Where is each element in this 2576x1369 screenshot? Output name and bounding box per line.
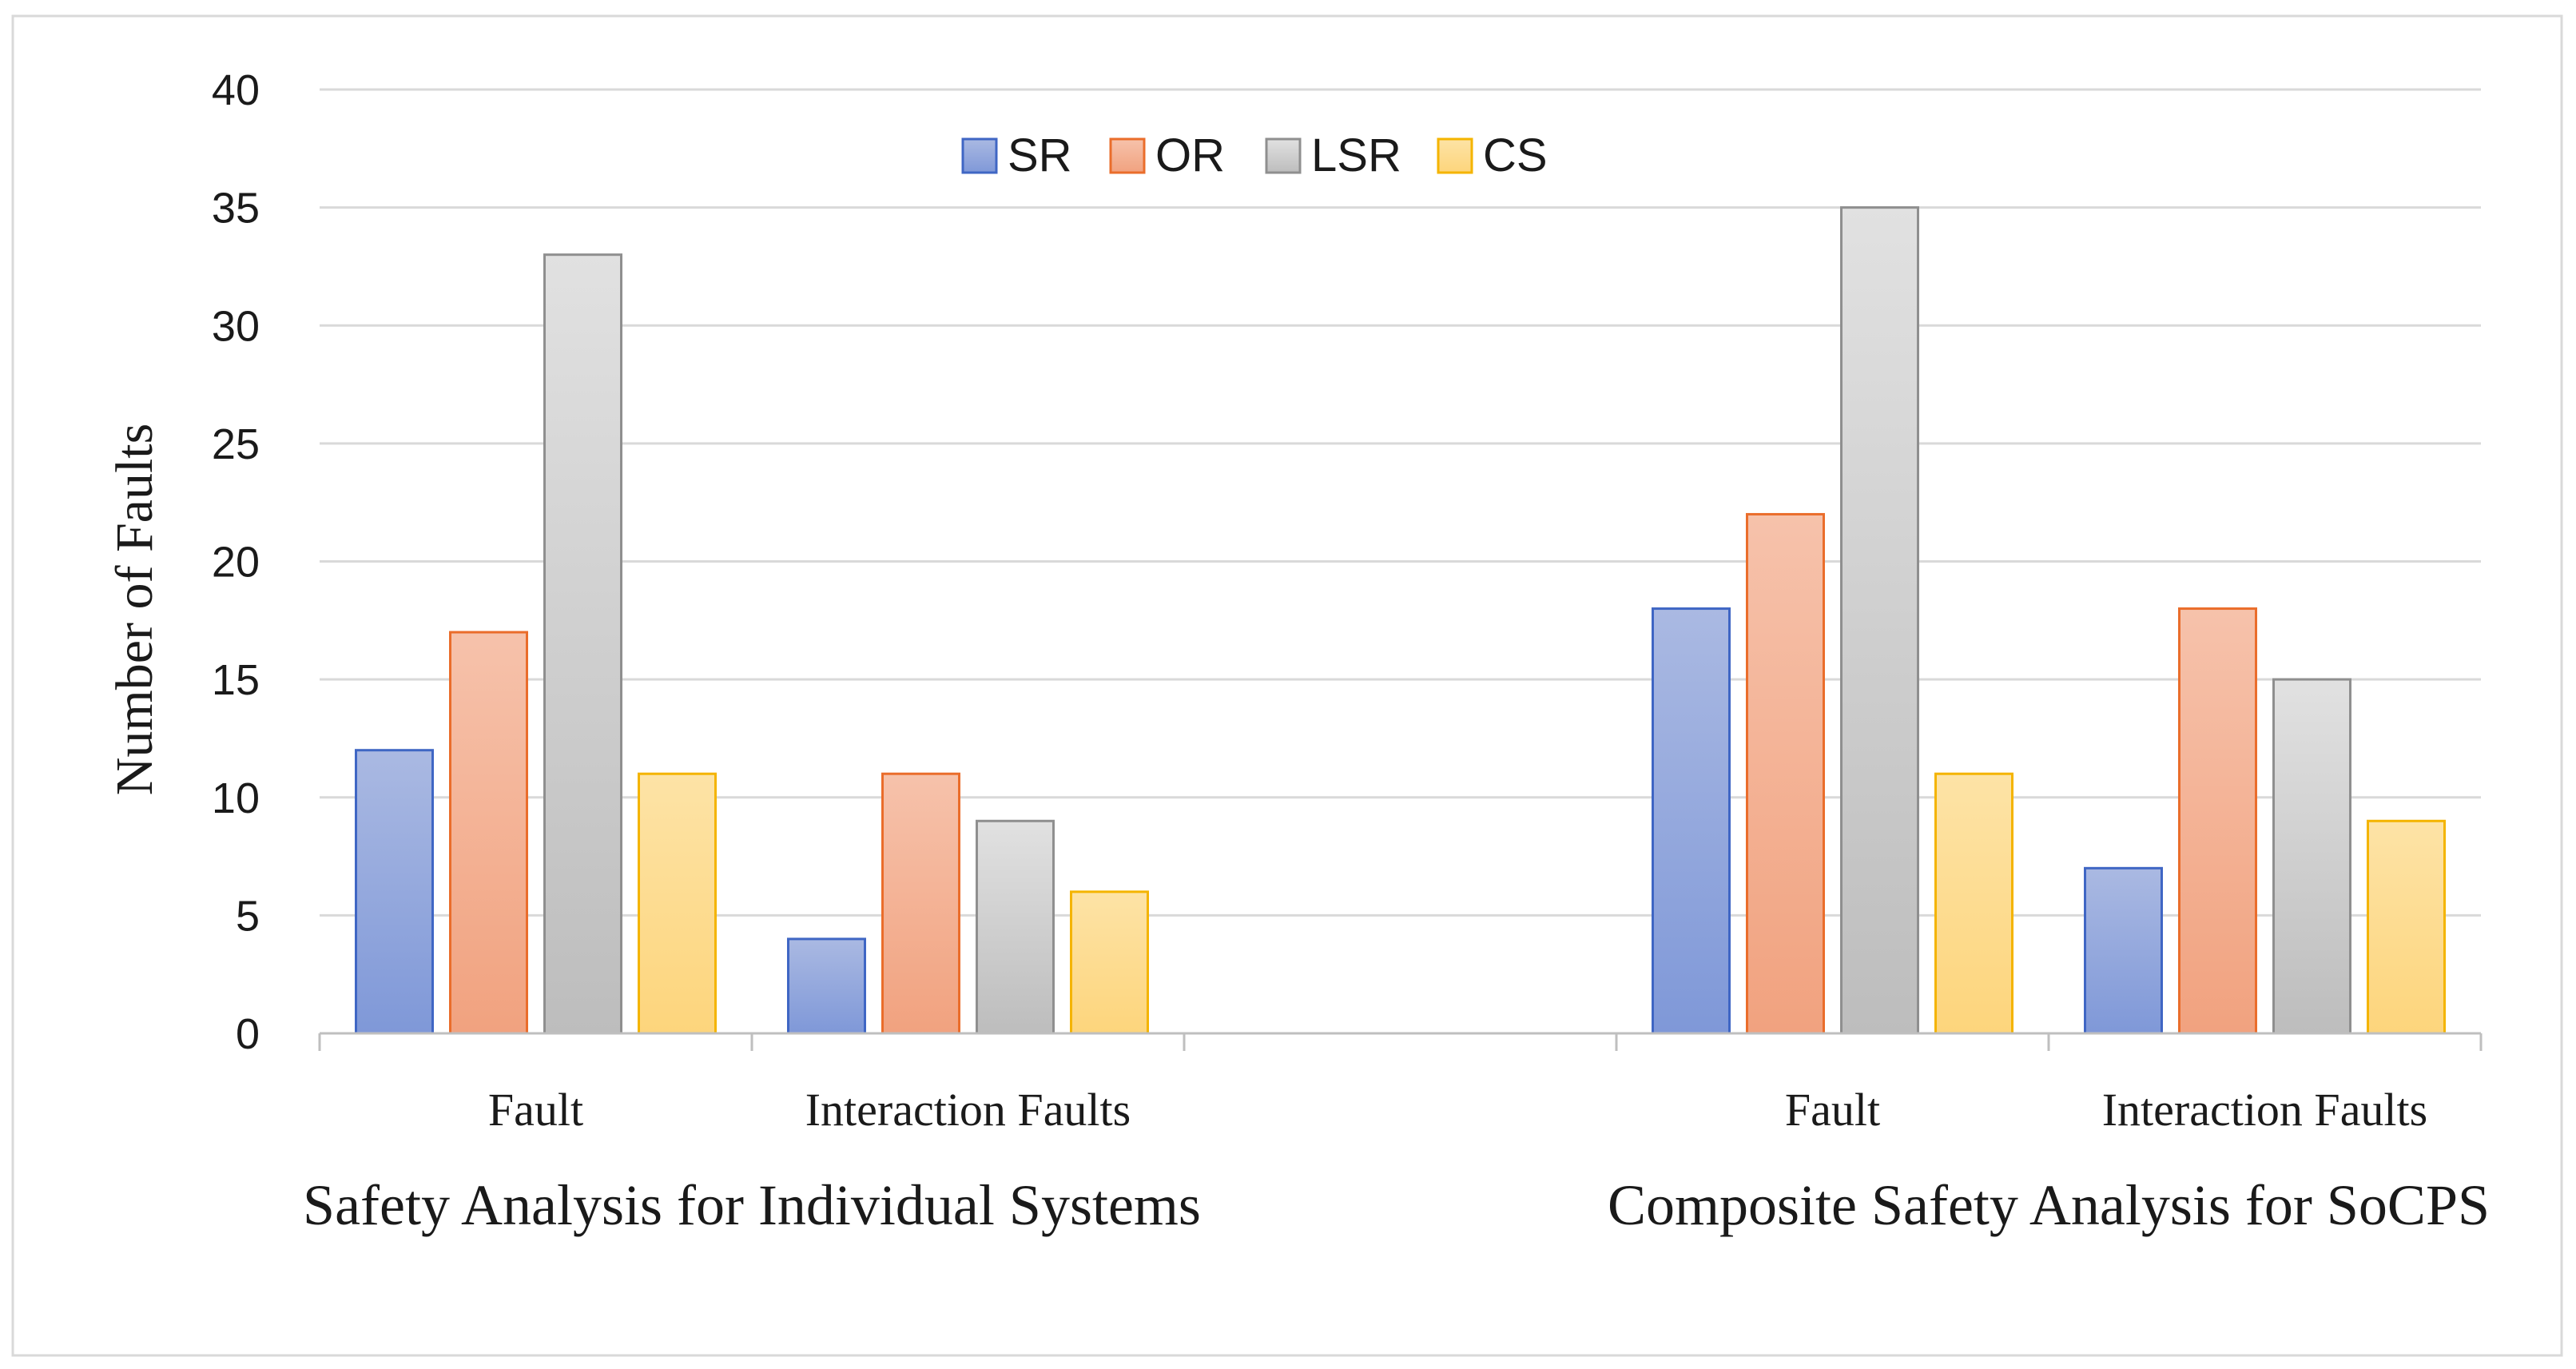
bar-or-1 [881, 772, 960, 1035]
x-category-label: Interaction Faults [2102, 1084, 2428, 1136]
bar-sr-0 [355, 749, 434, 1035]
bar-cs-4 [2367, 819, 2446, 1035]
legend-label: LSR [1311, 129, 1401, 181]
legend-swatch-or [1109, 137, 1146, 174]
y-tick-label: 30 [212, 302, 260, 350]
y-tick-label: 15 [212, 656, 260, 704]
group-label: Composite Safety Analysis for SoCPS [1608, 1173, 2490, 1237]
legend-swatch-sr [961, 137, 998, 174]
bar-or-0 [449, 631, 528, 1035]
x-category-label: Fault [1785, 1084, 1880, 1136]
x-category-label: Fault [488, 1084, 583, 1136]
bar-sr-1 [787, 937, 866, 1035]
legend-swatch-lsr [1265, 137, 1302, 174]
bars [355, 206, 2446, 1035]
y-tick-label: 35 [212, 185, 260, 233]
bar-lsr-3 [1840, 206, 1919, 1035]
bar-or-4 [2178, 607, 2257, 1035]
y-tick-label: 40 [212, 66, 260, 114]
legend-swatch-cs [1437, 137, 1473, 174]
y-tick-label: 25 [212, 420, 260, 468]
y-tick-label: 10 [212, 774, 260, 822]
bar-lsr-0 [543, 253, 622, 1035]
bar-lsr-4 [2272, 678, 2351, 1035]
bar-sr-4 [2084, 866, 2163, 1035]
y-tick-label: 5 [236, 892, 260, 940]
bar-cs-1 [1070, 890, 1149, 1035]
y-tick-label: 0 [236, 1010, 260, 1058]
y-axis-label: Number of Faults [105, 424, 164, 796]
group-label: Safety Analysis for Individual Systems [303, 1173, 1201, 1237]
labels: 0 5 10 15 20 25 30 35 40 Fault Interaction Faults F… [105, 66, 2490, 1237]
bar-cs-0 [638, 772, 717, 1035]
bar-sr-3 [1652, 607, 1731, 1035]
bar-cs-3 [1934, 772, 2013, 1035]
bar-or-3 [1746, 512, 1825, 1035]
legend: SR OR LSR CS [961, 129, 1548, 181]
bar-lsr-1 [976, 819, 1055, 1035]
legend-label: CS [1483, 129, 1548, 181]
chart-frame [11, 14, 2563, 1357]
x-category-label: Interaction Faults [805, 1084, 1131, 1136]
y-tick-label: 20 [212, 539, 260, 587]
legend-label: OR [1155, 129, 1225, 181]
axes [318, 1032, 2483, 1051]
legend-label: SR [1008, 129, 1072, 181]
